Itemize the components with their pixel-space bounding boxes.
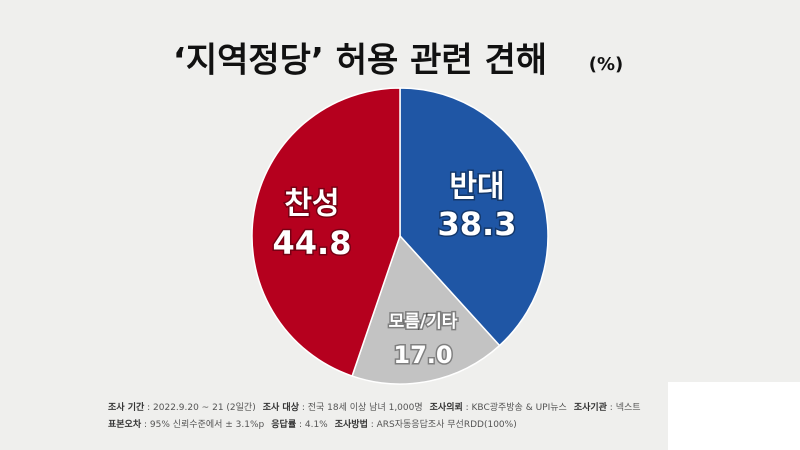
pie-slice — [351, 234, 501, 385]
footnote-label: 응답률 — [271, 418, 296, 430]
footnote-label: 표본오차 — [108, 418, 142, 430]
slice-category-label: 찬성 — [284, 187, 339, 222]
unit-label: (%) — [589, 54, 624, 75]
footnote-label: 조사방법 — [335, 418, 368, 430]
footnote-text: : 넥스트 — [607, 402, 641, 413]
footnote-text: : 4.1% — [296, 420, 328, 430]
footnote-text: : 95% 신뢰수준에서 ± 3.1%p — [141, 419, 264, 430]
slice-value-label: 17.0 — [393, 341, 452, 369]
footnote-label: 조사 기간 — [108, 401, 145, 413]
footnote-line: 표본오차 : 95% 신뢰수준에서 ± 3.1%p 응답률 : 4.1% 조사방법 … — [108, 418, 517, 430]
slice-value-label: 38.3 — [438, 205, 517, 243]
pie-slice — [251, 87, 401, 377]
footnote-text: : 전국 18세 이상 남녀 1,000명 — [299, 402, 423, 413]
pie-slice — [399, 87, 549, 347]
footnote-text: : ARS자동응답조사 무선RDD(100%) — [368, 418, 517, 430]
pie — [251, 87, 549, 385]
footnote-label: 조사 대상 — [263, 401, 300, 413]
slice-category-label: 모름/기타 — [389, 312, 458, 332]
footnote-text: : KBC광주방송 & UPI뉴스 — [463, 401, 567, 413]
footnote-label: 조사의뢰 — [430, 401, 463, 413]
chart-title: ‘지역정당’ 허용 관련 견해 — [173, 41, 547, 81]
overlay-box — [668, 382, 800, 450]
slice-category-label: 반대 — [449, 170, 504, 205]
footnotes: 조사 기간 : 2022.9.20 ~ 21 (2일간) 조사 대상 : 전국 1… — [108, 401, 641, 430]
footnote-text: : 2022.9.20 ~ 21 (2일간) — [144, 402, 255, 413]
slice-value-label: 44.8 — [273, 224, 352, 262]
footnote-line: 조사 기간 : 2022.9.20 ~ 21 (2일간) 조사 대상 : 전국 1… — [108, 401, 641, 413]
footnote-label: 조사기관 — [574, 401, 608, 413]
